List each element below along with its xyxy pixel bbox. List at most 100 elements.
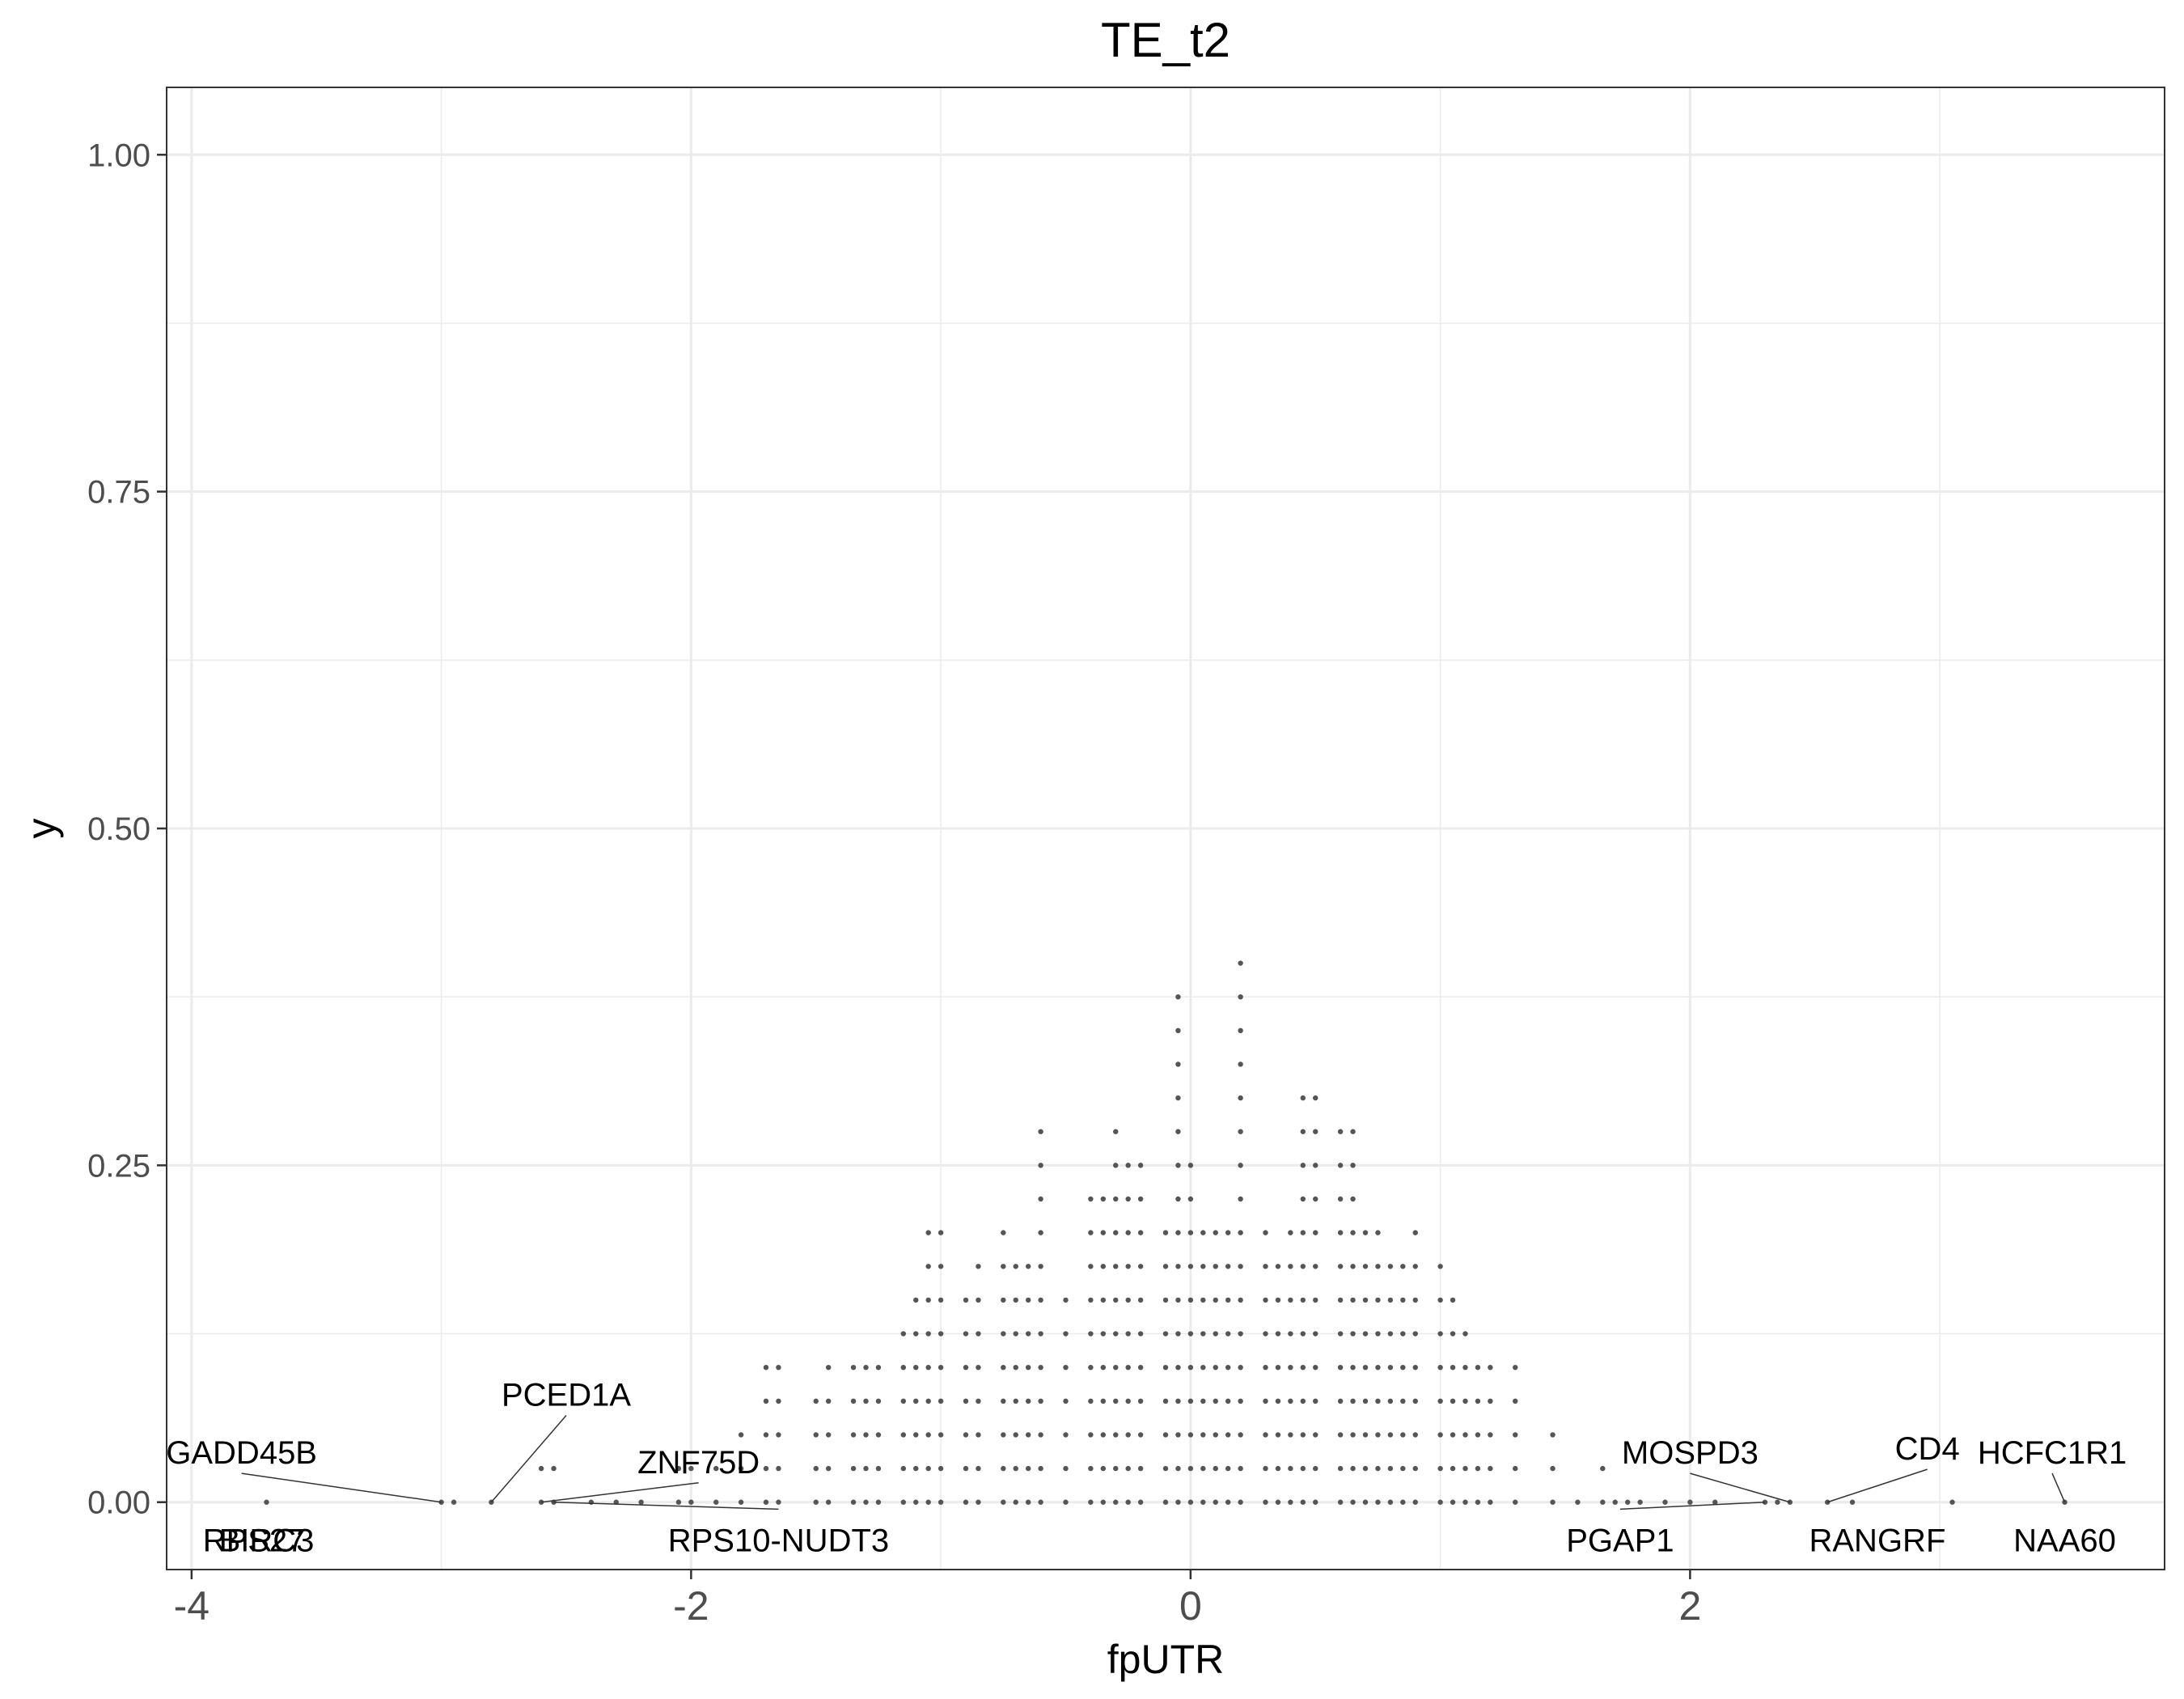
data-point (1175, 1230, 1181, 1235)
data-point (1125, 1499, 1131, 1505)
data-point (963, 1465, 969, 1472)
data-point (1200, 1230, 1206, 1235)
data-point (1337, 1398, 1344, 1405)
data-point (1400, 1264, 1406, 1269)
data-point (1263, 1230, 1268, 1235)
data-point (1387, 1297, 1394, 1303)
data-point (451, 1499, 457, 1505)
data-point (963, 1398, 969, 1405)
data-point (1088, 1432, 1094, 1438)
data-point (963, 1331, 969, 1337)
data-point (1350, 1264, 1356, 1269)
data-point (1362, 1297, 1369, 1303)
data-point (776, 1499, 781, 1505)
data-point (1225, 1264, 1231, 1269)
data-point (1337, 1129, 1344, 1134)
data-point (925, 1297, 931, 1303)
data-point (1162, 1432, 1169, 1438)
data-point (1313, 1432, 1318, 1438)
data-point (1462, 1398, 1468, 1405)
data-point (1775, 1499, 1780, 1505)
data-point (1088, 1499, 1094, 1505)
data-point (1600, 1465, 1606, 1472)
data-point (938, 1432, 944, 1438)
data-point (1113, 1364, 1119, 1371)
data-point (1001, 1230, 1006, 1235)
data-point (1113, 1465, 1119, 1472)
data-point (1300, 1364, 1306, 1371)
data-point (1350, 1331, 1356, 1337)
data-point (1225, 1499, 1231, 1505)
data-point (1350, 1432, 1356, 1438)
data-point (1337, 1196, 1344, 1202)
data-point (713, 1465, 719, 1472)
data-point (1200, 1264, 1206, 1269)
data-point (1313, 1196, 1318, 1202)
data-point (1300, 1432, 1306, 1438)
data-point (1213, 1499, 1218, 1505)
gene-label: RANGRF (1809, 1523, 1945, 1558)
data-point (1137, 1432, 1144, 1438)
data-point (1275, 1398, 1281, 1405)
data-point (1288, 1432, 1293, 1438)
data-point (1013, 1398, 1018, 1405)
data-point (1400, 1364, 1406, 1371)
data-point (1450, 1465, 1456, 1472)
data-point (1337, 1297, 1344, 1303)
data-point (1013, 1465, 1018, 1472)
data-point (1337, 1364, 1344, 1371)
data-point (1387, 1465, 1394, 1472)
data-point (1238, 1264, 1243, 1269)
data-point (1263, 1465, 1268, 1472)
data-point (1387, 1499, 1394, 1505)
data-point (1187, 1465, 1194, 1472)
data-point (1275, 1465, 1281, 1472)
data-point (1200, 1331, 1206, 1337)
data-point (1300, 1465, 1306, 1472)
data-point (825, 1432, 832, 1438)
data-point (688, 1499, 694, 1505)
data-point (1313, 1264, 1318, 1269)
data-point (1113, 1196, 1119, 1202)
data-point (675, 1499, 682, 1505)
data-point (1162, 1465, 1169, 1472)
data-point (1137, 1499, 1144, 1505)
data-point (1300, 1398, 1306, 1405)
y-tick-label: 1.00 (87, 138, 150, 173)
data-point (1213, 1364, 1218, 1371)
data-point (1488, 1465, 1493, 1472)
data-point (1137, 1398, 1144, 1405)
data-point (1288, 1364, 1293, 1371)
data-point (1313, 1499, 1318, 1505)
data-point (1475, 1398, 1481, 1405)
data-point (1550, 1432, 1555, 1438)
data-point (1238, 960, 1243, 966)
data-point (1600, 1499, 1606, 1505)
data-point (913, 1331, 919, 1337)
data-point (1175, 1027, 1181, 1034)
data-point (863, 1364, 869, 1371)
data-point (1038, 1129, 1043, 1134)
label-leader-line (541, 1482, 699, 1503)
data-point (1313, 1163, 1318, 1168)
y-tick-label: 0.00 (87, 1485, 150, 1521)
data-point (1275, 1297, 1281, 1303)
data-point (1013, 1297, 1018, 1303)
gene-label: HCFC1R1 (1978, 1435, 2127, 1471)
data-point (913, 1499, 919, 1505)
data-point (1175, 1196, 1181, 1202)
data-point (963, 1499, 969, 1505)
x-tick-label: 0 (1179, 1583, 1202, 1629)
data-point (825, 1364, 832, 1371)
data-point (1288, 1398, 1293, 1405)
data-point (1238, 1297, 1243, 1303)
data-point (1125, 1331, 1131, 1337)
data-point (1400, 1432, 1406, 1438)
x-tick-label: -2 (673, 1583, 709, 1629)
data-point (763, 1432, 769, 1438)
data-point (1488, 1398, 1493, 1405)
gene-label: BIRC3 (219, 1523, 315, 1558)
gene-label: PCED1A (502, 1377, 631, 1413)
data-point (1350, 1364, 1356, 1371)
